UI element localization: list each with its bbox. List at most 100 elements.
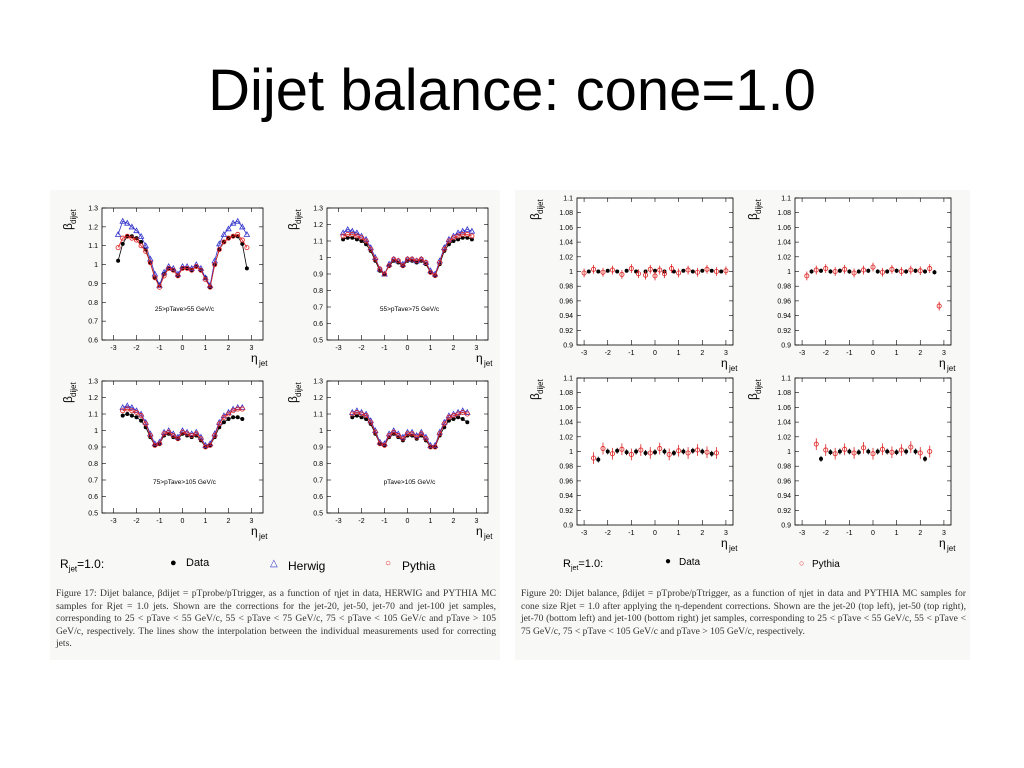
y-tick-label: 0.5: [88, 511, 98, 518]
y-tick-label: 1.2: [88, 395, 98, 402]
point-pythia: [124, 406, 130, 412]
y-axis-title: β: [286, 396, 300, 403]
x-tick-label: -3: [799, 350, 805, 357]
point-pythia: [464, 411, 470, 417]
point-pythia: [235, 231, 241, 237]
y-axis-title-subscript: dijet: [754, 199, 763, 214]
y-tick-label: 1.02: [559, 434, 573, 441]
point-pythia: [202, 277, 208, 283]
point-pythia: [368, 419, 374, 425]
point-data: [354, 237, 359, 242]
point-data: [596, 457, 601, 462]
point-herwig: [234, 217, 241, 224]
x-tick-label: 2: [452, 345, 456, 352]
x-axis-title: η: [721, 356, 728, 370]
y-tick-label: 0.9: [313, 272, 323, 279]
point-data: [139, 239, 144, 244]
legend-rjet-sub: jet: [570, 565, 579, 573]
point-pythia: [427, 269, 433, 275]
point-pythia: [386, 263, 392, 269]
y-tick-label: 0.96: [559, 298, 573, 305]
point-pythia: [861, 267, 867, 273]
x-tick-label: -2: [358, 518, 364, 525]
x-tick-label: 0: [181, 345, 185, 352]
y-tick-label: 0.8: [88, 461, 98, 468]
point-pythia: [600, 446, 606, 452]
point-pythia: [927, 266, 933, 272]
x-tick-label: 0: [406, 518, 410, 525]
legend-data-label: Data: [679, 557, 701, 568]
point-herwig: [142, 242, 149, 249]
y-tick-label: 0.8: [313, 288, 323, 295]
point-pythia: [147, 432, 153, 438]
point-pythia: [609, 451, 615, 457]
x-tick-label: -2: [358, 345, 364, 352]
point-data: [446, 418, 451, 423]
x-tick-label: -1: [846, 350, 852, 357]
point-pythia: [193, 431, 199, 437]
point-pythia: [889, 449, 895, 455]
point-data: [719, 269, 724, 274]
point-pythia: [382, 442, 388, 448]
panel-label: 55>pTave>75 GeV/c: [380, 306, 440, 313]
point-pythia: [619, 446, 625, 452]
y-axis-title: β: [746, 393, 760, 400]
y-tick-label: 1.2: [313, 222, 323, 229]
point-data: [700, 268, 705, 273]
point-pythia: [239, 237, 245, 243]
point-pythia: [216, 421, 222, 427]
y-tick-label: 1: [787, 449, 791, 456]
point-data: [671, 450, 676, 455]
panel-label: pTave>105 GeV/c: [384, 479, 437, 486]
point-pythia: [391, 256, 397, 262]
x-tick-label: 0: [653, 530, 657, 537]
x-tick-label: 0: [871, 530, 875, 537]
y-tick-label: 1.3: [88, 206, 98, 213]
point-pythia: [666, 451, 672, 457]
x-axis-title: η: [476, 524, 483, 538]
x-tick-label: -1: [628, 350, 634, 357]
point-pythia: [861, 445, 867, 451]
point-pythia: [628, 451, 634, 457]
y-tick-label: 0.8: [313, 461, 323, 468]
point-pythia: [138, 243, 144, 249]
x-tick-label: 1: [895, 530, 899, 537]
point-data: [847, 449, 852, 454]
x-tick-label: 3: [475, 345, 479, 352]
y-tick-label: 0.6: [313, 321, 323, 328]
x-tick-label: 2: [918, 530, 922, 537]
legend-rjet-value: =1.0:: [77, 557, 105, 571]
point-pythia: [147, 260, 153, 266]
point-pythia: [175, 436, 181, 442]
point-data: [605, 268, 610, 273]
point-pythia: [244, 245, 250, 251]
figure-17-caption: Figure 17: Dijet balance, βdijet = pTpro…: [56, 588, 496, 649]
point-pythia: [695, 269, 701, 275]
plot-fig20-bottom-right: 0.9 0.92 0.94 0.96 0.98 1 1.02 1.04 1.06 1.08 1.1 -…: [746, 376, 956, 554]
point-data: [240, 241, 245, 246]
x-tick-label: 1: [204, 345, 208, 352]
y-tick-label: 1.08: [559, 390, 573, 397]
panel-label: 25>pTave>55 GeV/c: [155, 306, 215, 313]
plot-fig17-top-left: 0.6 0.7 0.8 0.9 1 1.1 1.2 1.3 -3 -2 -1 0 1 2 3η jet βdij…: [61, 206, 268, 369]
point-pythia: [713, 450, 719, 456]
x-tick-label: -1: [156, 518, 162, 525]
point-pythia: [134, 237, 140, 243]
y-tick-label: 0.98: [559, 284, 573, 291]
y-tick-label: 1.1: [563, 376, 573, 383]
y-tick-label: 0.98: [777, 284, 791, 291]
y-axis-title-subscript: dijet: [536, 379, 545, 394]
y-axis-title-subscript: dijet: [536, 199, 545, 214]
y-axis-title-subscript: dijet: [69, 209, 78, 224]
point-pythia: [460, 231, 466, 237]
point-data: [615, 269, 620, 274]
point-pythia: [685, 450, 691, 456]
point-data: [681, 268, 686, 273]
y-tick-label: 1.04: [777, 420, 791, 427]
y-tick-label: 0.94: [559, 493, 573, 500]
point-herwig: [339, 229, 347, 236]
point-pythia: [363, 413, 369, 419]
y-tick-label: 0.92: [777, 508, 791, 515]
y-axis-title-subscript: dijet: [69, 382, 78, 397]
legend-herwig-marker: △: [270, 558, 278, 569]
